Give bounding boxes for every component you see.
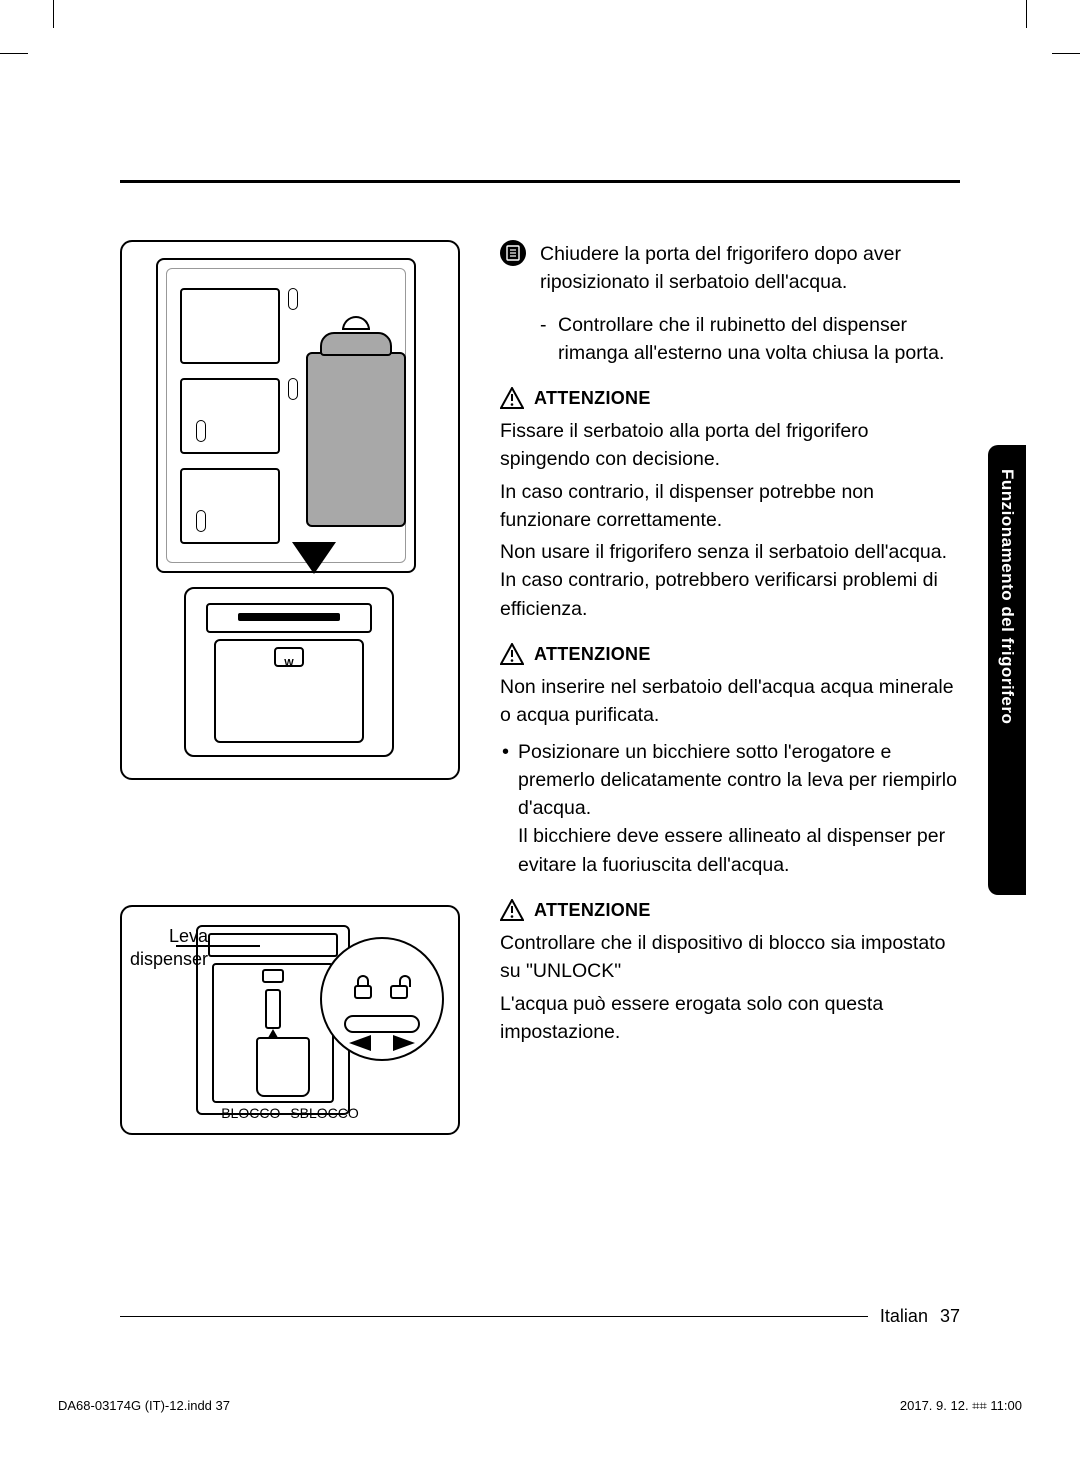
- warning-heading: ATTENZIONE: [500, 385, 960, 411]
- warning-heading: ATTENZIONE: [500, 641, 960, 667]
- door-shelf: [180, 468, 280, 544]
- warning3-p1: Controllare che il dispositivo di blocco…: [500, 929, 960, 986]
- crop-mark: [0, 53, 28, 54]
- note-subitem: Controllare che il rubinetto del dispens…: [540, 311, 960, 368]
- warning3-p2: L'acqua può essere erogata solo con ques…: [500, 990, 960, 1047]
- fridge-door-outline: [156, 258, 416, 573]
- page-footer: Italian 37: [120, 1306, 960, 1327]
- dispenser-panel: W: [184, 587, 394, 757]
- door-shelf: [180, 288, 280, 364]
- cup: [256, 1037, 310, 1097]
- warning-heading: ATTENZIONE: [500, 897, 960, 923]
- warning-icon: [500, 899, 524, 921]
- footer-rule: [120, 1316, 868, 1317]
- note-sublist: Controllare che il rubinetto del dispens…: [540, 311, 960, 368]
- warning-icon: [500, 643, 524, 665]
- side-tab-label: Funzionamento del frigorifero: [997, 469, 1017, 724]
- shelf-handle: [196, 420, 206, 442]
- lever-label: Leva dispenser: [116, 925, 208, 970]
- dispenser-display: [206, 603, 372, 633]
- bullet-text: Posizionare un bicchiere sotto l'erogato…: [518, 741, 957, 820]
- crop-mark: [1026, 0, 1027, 28]
- slider-arrows: [322, 1035, 442, 1051]
- zoom-circle: [320, 937, 444, 1061]
- lock-labels: BLOCCO SBLOCCO: [122, 1105, 458, 1121]
- arrow-left-icon: [349, 1035, 371, 1051]
- note-icon: [500, 240, 526, 266]
- note-block: Chiudere la porta del frigorifero dopo a…: [500, 240, 960, 297]
- left-column: W Leva dispenser: [120, 240, 460, 1135]
- page-content: W Leva dispenser: [120, 180, 960, 1135]
- lock-slider: [344, 1015, 420, 1033]
- lock-open-icon: [390, 975, 410, 999]
- warning1-p1: Fissare il serbatoio alla porta del frig…: [500, 417, 960, 474]
- display-strip: [238, 613, 340, 621]
- nozzle-tag: W: [284, 658, 293, 669]
- arrow-down-icon: [292, 542, 336, 574]
- warning-label: ATTENZIONE: [534, 897, 651, 923]
- dispenser-nozzle: W: [274, 647, 304, 667]
- warning1-p3: Non usare il frigorifero senza il serbat…: [500, 538, 960, 623]
- lock-icons-row: [322, 975, 442, 999]
- footer-page-number: 37: [940, 1306, 960, 1327]
- lock-closed-icon: [354, 975, 374, 999]
- warning1-p2: In caso contrario, il dispenser potrebbe…: [500, 478, 960, 535]
- warning-icon: [500, 387, 524, 409]
- print-file: DA68-03174G (IT)-12.indd 37: [58, 1398, 230, 1414]
- crop-mark: [1052, 53, 1080, 54]
- tank-lid: [320, 332, 392, 356]
- print-metadata: DA68-03174G (IT)-12.indd 37 2017. 9. 12.…: [58, 1398, 1022, 1414]
- door-shelf: [180, 378, 280, 454]
- figure-tank-insert: W: [120, 240, 460, 780]
- side-tab: Funzionamento del frigorifero: [988, 445, 1026, 895]
- footer-language: Italian: [880, 1306, 928, 1327]
- dispenser-cavity-small: [212, 963, 334, 1103]
- shelf-handle: [196, 510, 206, 532]
- dispenser-display-small: [208, 933, 338, 957]
- dispenser-cavity: W: [214, 639, 364, 743]
- warning2-bullet: Posizionare un bicchiere sotto l'erogato…: [500, 738, 960, 879]
- warning2-p1: Non inserire nel serbatoio dell'acqua ac…: [500, 673, 960, 730]
- unlock-label: SBLOCCO: [290, 1105, 358, 1121]
- dispenser-lever: [265, 989, 281, 1029]
- right-column: Chiudere la porta del frigorifero dopo a…: [500, 240, 960, 1050]
- crop-mark: [53, 0, 54, 28]
- shelf-handle: [288, 378, 298, 400]
- note-text: Chiudere la porta del frigorifero dopo a…: [540, 240, 960, 297]
- water-tank: [306, 352, 406, 527]
- figure-dispenser-use: Leva dispenser: [120, 905, 460, 1135]
- arrow-right-icon: [393, 1035, 415, 1051]
- warning-label: ATTENZIONE: [534, 641, 651, 667]
- bullet-cont: Il bicchiere deve essere allineato al di…: [518, 825, 945, 875]
- print-date: 2017. 9. 12. ⌗⌗ 11:00: [900, 1398, 1022, 1414]
- dispenser-nozzle-small: [262, 969, 284, 983]
- lock-label: BLOCCO: [221, 1105, 280, 1121]
- shelf-handle: [288, 288, 298, 310]
- warning-label: ATTENZIONE: [534, 385, 651, 411]
